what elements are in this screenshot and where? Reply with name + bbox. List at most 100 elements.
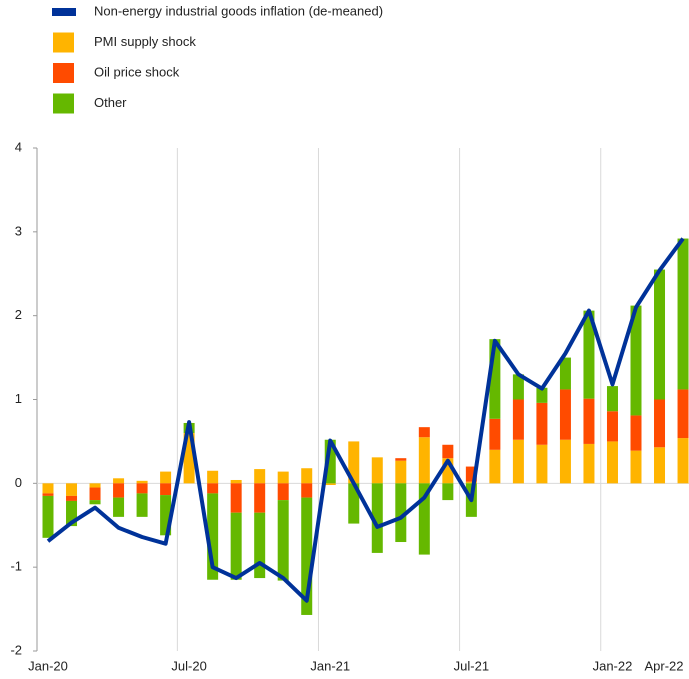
bar bbox=[42, 483, 54, 494]
bar bbox=[583, 443, 595, 484]
y-tick-label: -1 bbox=[10, 559, 22, 574]
bar bbox=[606, 386, 618, 412]
bar bbox=[348, 441, 360, 484]
x-tick-label: Jul-20 bbox=[171, 658, 206, 673]
bar bbox=[66, 483, 78, 496]
bar bbox=[536, 387, 548, 403]
bar bbox=[654, 269, 666, 400]
x-tick-label: Jul-21 bbox=[454, 658, 489, 673]
bar bbox=[583, 398, 595, 444]
bar bbox=[113, 497, 125, 517]
y-tick-label: 3 bbox=[15, 223, 22, 238]
bar bbox=[136, 483, 148, 494]
y-tick-label: -2 bbox=[10, 642, 22, 657]
legend-marker bbox=[53, 63, 74, 83]
bar bbox=[371, 457, 383, 484]
bar bbox=[136, 480, 148, 484]
bar bbox=[630, 305, 642, 416]
bar bbox=[66, 495, 78, 501]
bar bbox=[442, 444, 454, 459]
bar bbox=[489, 339, 501, 419]
bar bbox=[465, 481, 477, 484]
bar bbox=[559, 389, 571, 440]
bar bbox=[207, 483, 219, 494]
bar bbox=[512, 439, 524, 484]
bar bbox=[583, 310, 595, 399]
legend-label: Oil price shock bbox=[94, 64, 180, 79]
bar bbox=[395, 460, 407, 484]
bar bbox=[630, 450, 642, 484]
bar bbox=[512, 374, 524, 400]
bar bbox=[559, 357, 571, 390]
legend-label: PMI supply shock bbox=[94, 34, 196, 49]
bar bbox=[395, 483, 407, 543]
bar bbox=[160, 483, 172, 496]
bar bbox=[630, 415, 642, 451]
x-tick-label: Jan-21 bbox=[310, 658, 350, 673]
bar bbox=[559, 439, 571, 484]
bar bbox=[677, 389, 689, 439]
bar bbox=[677, 238, 689, 390]
bar bbox=[536, 444, 548, 484]
bar bbox=[254, 512, 266, 579]
line bbox=[46, 237, 685, 603]
legend-marker bbox=[53, 32, 74, 53]
bar bbox=[418, 427, 430, 438]
bar bbox=[606, 411, 618, 442]
y-tick-label: 4 bbox=[15, 139, 22, 154]
bar bbox=[230, 512, 242, 580]
x-tick-label: Jan-22 bbox=[593, 658, 633, 673]
bar bbox=[160, 471, 172, 484]
bar bbox=[160, 495, 172, 536]
bar bbox=[301, 468, 313, 484]
bar bbox=[418, 483, 430, 555]
bar bbox=[348, 483, 360, 524]
bar bbox=[136, 493, 148, 517]
y-tick-label: 1 bbox=[15, 391, 22, 406]
bar bbox=[113, 483, 125, 498]
bar bbox=[465, 466, 477, 482]
bar bbox=[207, 493, 219, 580]
bar bbox=[395, 458, 407, 461]
bar bbox=[606, 441, 618, 484]
bar bbox=[442, 483, 454, 501]
legend-label: Other bbox=[94, 95, 127, 110]
bar bbox=[42, 495, 54, 538]
bar bbox=[418, 437, 430, 484]
bar bbox=[371, 483, 383, 553]
bar bbox=[183, 433, 195, 484]
bar bbox=[654, 399, 666, 448]
bar bbox=[301, 483, 313, 498]
y-tick-label: 0 bbox=[15, 475, 22, 490]
bar bbox=[442, 458, 454, 484]
bar bbox=[113, 478, 125, 484]
bar bbox=[489, 418, 501, 450]
legend-marker bbox=[53, 93, 74, 114]
bar bbox=[677, 438, 689, 484]
bar bbox=[536, 402, 548, 445]
x-tick-label: Apr-22 bbox=[644, 658, 683, 673]
bar bbox=[277, 471, 289, 484]
bar bbox=[42, 493, 54, 496]
bar bbox=[66, 500, 78, 527]
legend-marker bbox=[52, 8, 76, 16]
bar bbox=[277, 483, 289, 501]
bar bbox=[654, 447, 666, 484]
x-tick-label: Jan-20 bbox=[28, 658, 68, 673]
bar bbox=[254, 469, 266, 484]
bar bbox=[277, 500, 289, 581]
bar bbox=[489, 449, 501, 484]
bar bbox=[230, 479, 242, 484]
bar bbox=[89, 500, 101, 505]
bar bbox=[301, 497, 313, 615]
y-tick-label: 2 bbox=[15, 307, 22, 322]
bar bbox=[324, 483, 336, 486]
bar bbox=[254, 483, 266, 513]
bar bbox=[230, 483, 242, 513]
bar bbox=[324, 439, 336, 484]
bar bbox=[207, 470, 219, 484]
legend-label: Non-energy industrial goods inflation (d… bbox=[94, 3, 383, 18]
bar bbox=[89, 483, 101, 488]
bar bbox=[89, 487, 101, 501]
